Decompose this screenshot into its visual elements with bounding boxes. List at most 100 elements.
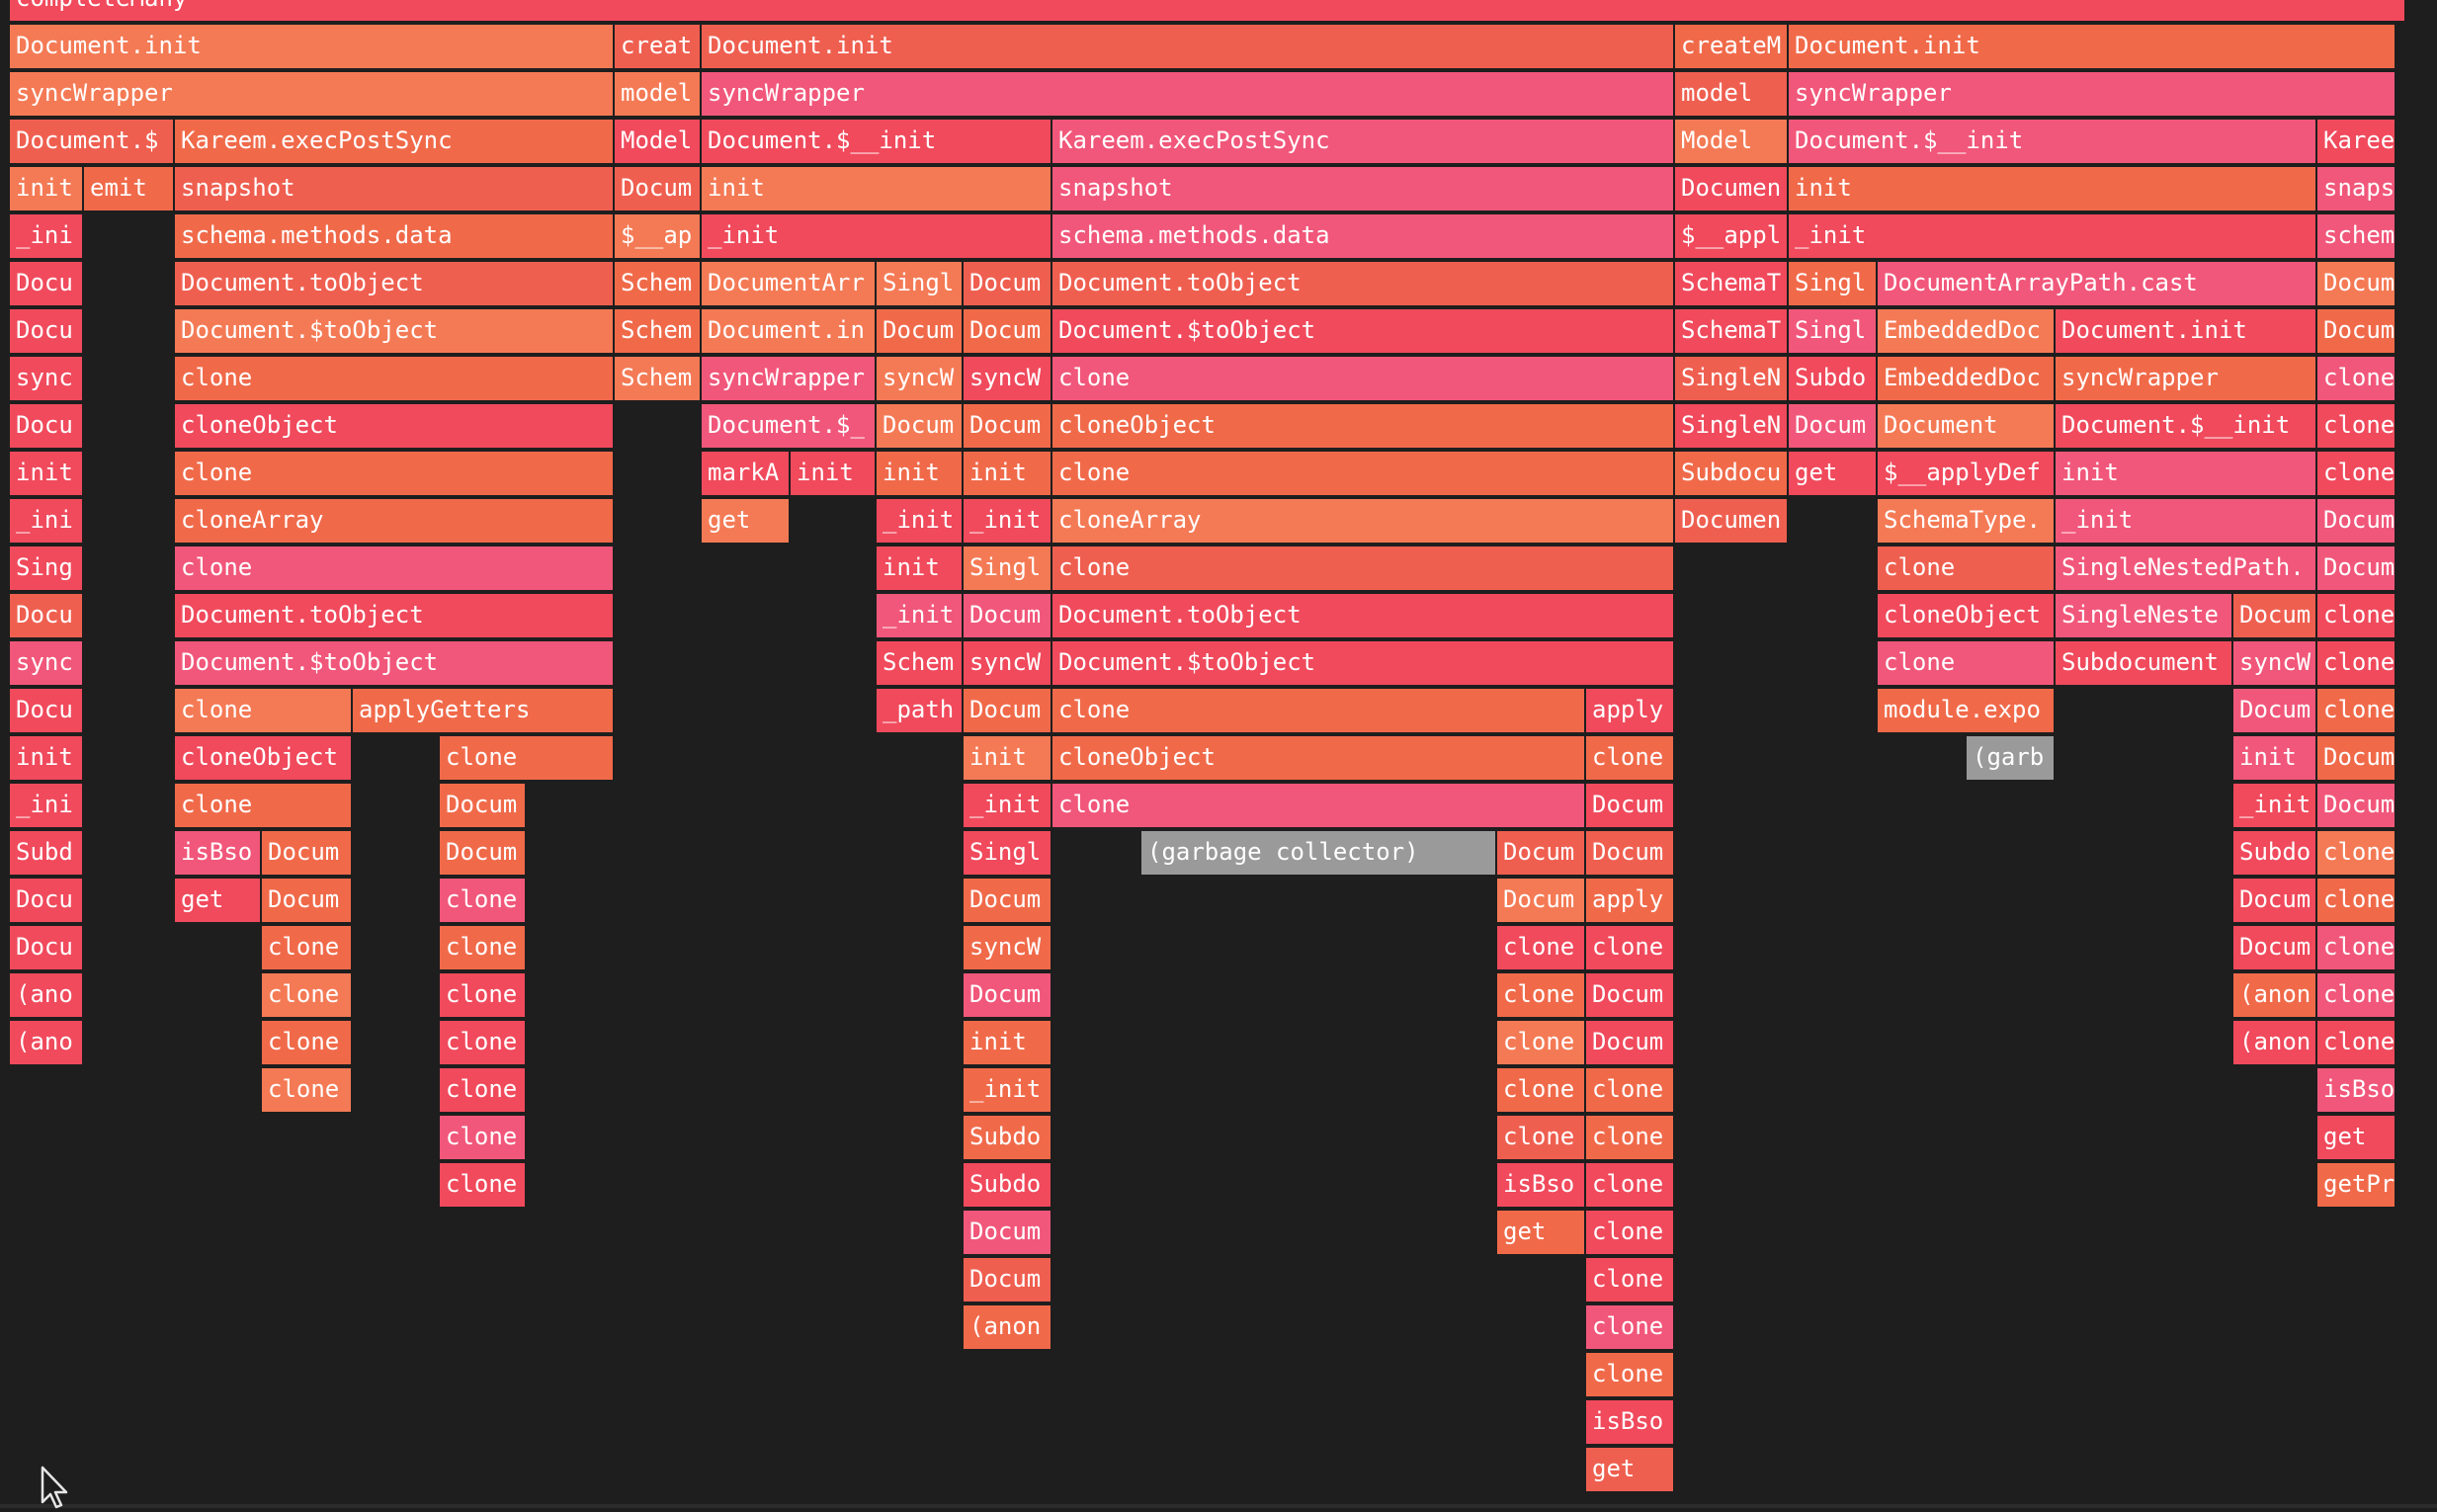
stack-frame[interactable]: clone <box>262 1068 353 1114</box>
stack-frame[interactable]: isBso <box>2317 1068 2396 1114</box>
stack-frame[interactable]: init <box>2056 452 2317 497</box>
stack-frame[interactable]: clone <box>440 1068 527 1114</box>
stack-frame[interactable]: Docu <box>10 309 84 355</box>
stack-frame[interactable]: Sing <box>10 546 84 592</box>
stack-frame[interactable]: DocumentArrayPath.cast <box>1878 262 2317 307</box>
stack-frame[interactable]: clone <box>1497 1021 1586 1066</box>
stack-frame[interactable]: clone <box>1586 736 1675 782</box>
stack-frame[interactable]: Docum <box>877 404 964 450</box>
stack-frame[interactable]: Kareem.execPostSync <box>1052 120 1675 165</box>
stack-frame[interactable]: _init <box>964 784 1052 829</box>
stack-frame[interactable]: DocumentArr <box>702 262 877 307</box>
stack-frame[interactable]: SingleNeste <box>2056 594 2233 639</box>
stack-frame[interactable]: $__applyDef <box>1878 452 2056 497</box>
stack-frame[interactable]: clone <box>440 879 527 924</box>
stack-frame[interactable]: schema.methods.data <box>175 214 615 260</box>
stack-frame[interactable]: Subdo <box>964 1163 1052 1209</box>
stack-frame[interactable]: cloneObject <box>1052 404 1675 450</box>
stack-frame[interactable]: Docum <box>2233 879 2317 924</box>
stack-frame[interactable]: creat <box>615 25 702 70</box>
stack-frame[interactable]: schem <box>2317 214 2396 260</box>
stack-frame[interactable]: Docum <box>2317 546 2396 592</box>
stack-frame[interactable]: (anon <box>964 1305 1052 1351</box>
stack-frame[interactable]: module.expo <box>1878 689 2056 734</box>
stack-frame[interactable]: Document.toObject <box>175 262 615 307</box>
stack-frame[interactable]: schema.methods.data <box>1052 214 1675 260</box>
stack-frame[interactable]: clone <box>1586 1211 1675 1256</box>
stack-frame[interactable]: Subdocument <box>2056 641 2233 687</box>
stack-frame[interactable]: clone <box>2317 452 2396 497</box>
stack-frame[interactable]: init <box>10 167 84 212</box>
stack-frame[interactable]: Docum <box>2233 689 2317 734</box>
stack-frame[interactable]: isBso <box>175 831 262 877</box>
stack-frame[interactable]: _ini <box>10 214 84 260</box>
stack-frame[interactable]: clone <box>440 1116 527 1161</box>
stack-frame[interactable]: clone <box>2317 879 2396 924</box>
stack-frame[interactable]: clone <box>1052 357 1675 402</box>
stack-frame[interactable]: $__appl <box>1675 214 1789 260</box>
stack-frame[interactable]: Document.$__init <box>1789 120 2317 165</box>
stack-frame[interactable]: Docum <box>1586 784 1675 829</box>
stack-frame[interactable]: _ini <box>10 784 84 829</box>
stack-frame[interactable]: _init <box>2233 784 2317 829</box>
stack-frame[interactable]: clone <box>1878 546 2056 592</box>
stack-frame[interactable]: syncW <box>964 357 1052 402</box>
stack-frame[interactable]: clone <box>175 784 353 829</box>
stack-frame[interactable]: get <box>1789 452 1878 497</box>
stack-frame[interactable]: clone <box>1497 1068 1586 1114</box>
stack-frame[interactable]: Docum <box>964 309 1052 355</box>
stack-frame[interactable]: clone <box>2317 689 2396 734</box>
stack-frame[interactable]: clone <box>262 973 353 1019</box>
stack-frame[interactable]: Docu <box>10 689 84 734</box>
stack-frame[interactable]: clone <box>1052 452 1675 497</box>
stack-frame[interactable]: Document.toObject <box>175 594 615 639</box>
stack-frame[interactable]: clone <box>2317 926 2396 971</box>
stack-frame[interactable]: model <box>615 72 702 118</box>
stack-frame[interactable]: Documen <box>1675 167 1789 212</box>
stack-frame[interactable]: clone <box>1497 1116 1586 1161</box>
stack-frame[interactable]: Document.init <box>702 25 1675 70</box>
stack-frame[interactable]: clone <box>440 1163 527 1209</box>
stack-frame[interactable]: init <box>877 452 964 497</box>
stack-frame[interactable]: clone <box>440 736 615 782</box>
stack-frame[interactable]: init <box>791 452 877 497</box>
stack-frame[interactable]: syncW <box>964 641 1052 687</box>
stack-frame[interactable]: apply <box>1586 879 1675 924</box>
stack-frame[interactable]: clone <box>1052 784 1586 829</box>
stack-frame[interactable]: get <box>2317 1116 2396 1161</box>
stack-frame[interactable]: Docum <box>615 167 702 212</box>
stack-frame[interactable]: Docum <box>2233 926 2317 971</box>
stack-frame[interactable]: Docu <box>10 594 84 639</box>
stack-frame[interactable]: init <box>877 546 964 592</box>
stack-frame[interactable]: Docum <box>2233 594 2317 639</box>
stack-frame[interactable]: Subdo <box>2233 831 2317 877</box>
stack-frame[interactable]: Docum <box>2317 736 2396 782</box>
stack-frame[interactable]: (garbage collector) <box>1141 831 1497 877</box>
stack-frame[interactable]: createM <box>1675 25 1789 70</box>
stack-frame[interactable]: syncW <box>877 357 964 402</box>
stack-frame[interactable]: _path <box>877 689 964 734</box>
stack-frame[interactable]: snapshot <box>175 167 615 212</box>
stack-frame[interactable]: Docum <box>1586 1021 1675 1066</box>
stack-frame[interactable]: sync <box>10 641 84 687</box>
stack-frame[interactable]: isBso <box>1586 1400 1675 1446</box>
stack-frame[interactable]: SingleNestedPath. <box>2056 546 2317 592</box>
stack-frame[interactable]: sync <box>10 357 84 402</box>
stack-frame[interactable]: Docum <box>262 831 353 877</box>
stack-frame[interactable]: _ini <box>10 499 84 545</box>
stack-frame[interactable]: completeMany <box>10 0 2406 23</box>
stack-frame[interactable]: Subd <box>10 831 84 877</box>
stack-frame[interactable]: get <box>175 879 262 924</box>
stack-frame[interactable]: clone <box>175 689 353 734</box>
stack-frame[interactable]: Docum <box>964 1211 1052 1256</box>
stack-frame[interactable]: clone <box>175 452 615 497</box>
stack-frame[interactable]: clone <box>1586 1068 1675 1114</box>
stack-frame[interactable]: Docum <box>964 262 1052 307</box>
stack-frame[interactable]: Document.in <box>702 309 877 355</box>
stack-frame[interactable]: cloneObject <box>1052 736 1586 782</box>
stack-frame[interactable]: init <box>10 452 84 497</box>
stack-frame[interactable]: emit <box>84 167 175 212</box>
stack-frame[interactable]: Documen <box>1675 499 1789 545</box>
stack-frame[interactable]: init <box>964 736 1052 782</box>
